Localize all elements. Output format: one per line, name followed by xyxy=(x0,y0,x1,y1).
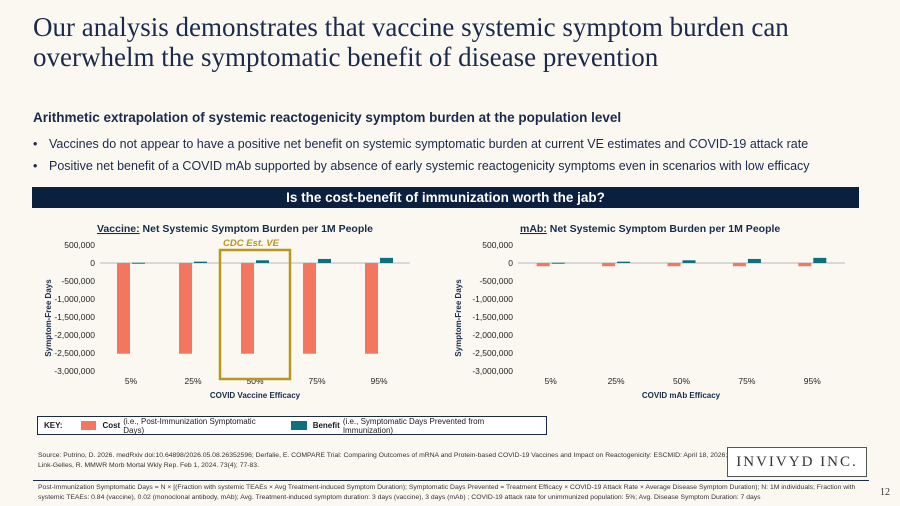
chart-key: KEY: Cost (i.e., Post-Immunization Sympt… xyxy=(37,416,547,435)
x-tick-label: 50% xyxy=(246,376,263,386)
key-benefit: Benefit (i.e., Symptomatic Days Prevente… xyxy=(290,416,524,435)
benefit-bar xyxy=(318,258,331,263)
cdc-estimate-label: CDC Est. VE xyxy=(223,238,280,249)
cost-bar xyxy=(602,263,616,267)
y-tick-label: -1,500,000 xyxy=(472,312,513,322)
x-tick-label: 5% xyxy=(125,376,138,386)
key-cost-text: (i.e., Post-Immunization Symptomatic Day… xyxy=(123,416,256,435)
x-tick-label: 25% xyxy=(608,376,625,386)
x-tick-label: 75% xyxy=(308,376,325,386)
benefit-bar xyxy=(617,261,631,263)
y-tick-label: -2,000,000 xyxy=(54,330,95,340)
benefit-bar xyxy=(380,257,393,263)
y-tick-label: -3,000,000 xyxy=(472,366,513,376)
y-tick-label: 0 xyxy=(90,258,95,268)
y-tick-label: 0 xyxy=(508,258,513,268)
page-number: 12 xyxy=(880,487,890,498)
chart-title-rest: Net Systemic Symptom Burden per 1M Peopl… xyxy=(547,223,781,235)
cost-bar xyxy=(667,263,681,267)
bullet-item: Vaccines do not appear to have a positiv… xyxy=(33,136,810,158)
y-axis-label: Symptom-Free Days xyxy=(454,279,463,357)
footer-divider xyxy=(33,480,869,481)
cost-bar xyxy=(241,263,254,354)
source-note: Source: Putrino, D. 2026. medRxiv doi:10… xyxy=(38,452,728,469)
section-subhead: Arithmetic extrapolation of systemic rea… xyxy=(33,110,622,125)
benefit-bar xyxy=(747,258,761,263)
cost-bar xyxy=(732,263,746,267)
bullet-item: Positive net benefit of a COVID mAb supp… xyxy=(33,158,810,180)
x-tick-label: 95% xyxy=(804,376,821,386)
x-tick-label: 50% xyxy=(673,376,690,386)
y-tick-label: -500,000 xyxy=(61,276,95,286)
cost-bar xyxy=(798,263,812,267)
y-tick-label: -2,500,000 xyxy=(54,348,95,358)
x-tick-label: 75% xyxy=(738,376,755,386)
key-cost: Cost (i.e., Post-Immunization Symptomati… xyxy=(80,416,269,435)
y-tick-label: -1,500,000 xyxy=(54,312,95,322)
y-tick-label: -2,000,000 xyxy=(472,330,513,340)
cost-bar xyxy=(179,263,192,354)
y-tick-label: -1,000,000 xyxy=(54,294,95,304)
x-axis-label: COVID mAb Efficacy xyxy=(642,391,721,400)
benefit-bar xyxy=(256,260,269,263)
chart-title-0: Vaccine: Net Systemic Symptom Burden per… xyxy=(97,223,373,235)
cost-swatch xyxy=(80,421,97,430)
bullet-list: Vaccines do not appear to have a positiv… xyxy=(33,136,810,180)
cost-bar xyxy=(536,263,550,267)
chart-title-rest: Net Systemic Symptom Burden per 1M Peopl… xyxy=(140,223,374,235)
y-tick-label: -500,000 xyxy=(479,276,513,286)
cost-bar xyxy=(365,263,378,354)
y-tick-label: -1,000,000 xyxy=(472,294,513,304)
y-tick-label: 500,000 xyxy=(482,240,513,250)
benefit-bar xyxy=(682,260,696,263)
key-cost-bold: Cost xyxy=(102,421,121,430)
y-tick-label: -3,000,000 xyxy=(54,366,95,376)
cost-bar xyxy=(117,263,130,354)
benefit-bar xyxy=(551,262,565,264)
question-banner: Is the cost-benefit of immunization wort… xyxy=(32,187,859,208)
x-tick-label: 25% xyxy=(184,376,201,386)
chart-title-prefix: Vaccine: xyxy=(97,223,140,235)
key-label: KEY: xyxy=(44,421,63,430)
cdc-estimate-highlight xyxy=(218,248,292,381)
key-benefit-text: (i.e., Symptomatic Days Prevented from I… xyxy=(342,416,485,435)
page-title: Our analysis demonstrates that vaccine s… xyxy=(33,12,789,72)
company-logo: INVIVYD INC. xyxy=(727,447,867,477)
benefit-bar xyxy=(194,261,207,263)
footnote: Post-Immunization Symptomatic Days = N ×… xyxy=(38,484,856,501)
chart-title-prefix: mAb: xyxy=(520,223,547,235)
key-benefit-bold: Benefit xyxy=(312,421,340,430)
cost-bar xyxy=(303,263,316,354)
benefit-bar xyxy=(132,262,145,264)
x-axis-label: COVID Vaccine Efficacy xyxy=(210,391,301,400)
y-tick-label: 500,000 xyxy=(64,240,95,250)
chart-title-1: mAb: Net Systemic Symptom Burden per 1M … xyxy=(520,223,780,235)
y-tick-label: -2,500,000 xyxy=(472,348,513,358)
x-tick-label: 95% xyxy=(370,376,387,386)
benefit-bar xyxy=(813,257,827,263)
x-tick-label: 5% xyxy=(545,376,558,386)
y-axis-label: Symptom-Free Days xyxy=(44,279,53,357)
benefit-swatch xyxy=(290,421,307,430)
